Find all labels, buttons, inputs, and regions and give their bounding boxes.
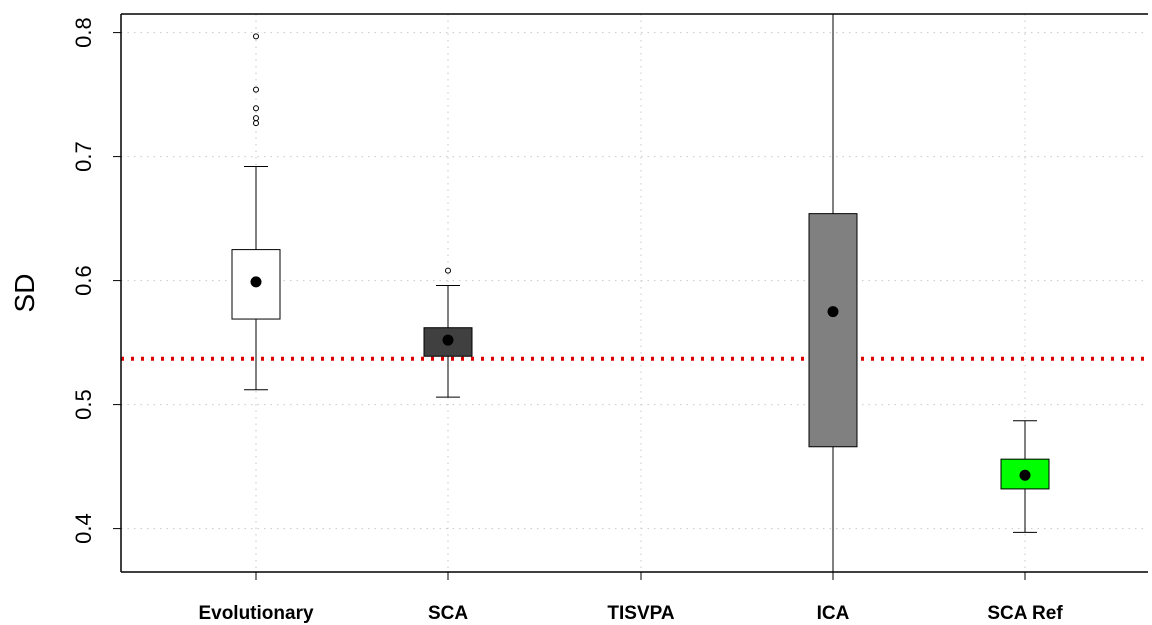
grid-layer <box>121 14 1148 572</box>
axis-layer: 0.4 0.5 0.6 0.7 0.8 Evolutionary SCA TISVPA ICA S… <box>71 13 1148 624</box>
mean-point-sca-ref <box>1019 469 1031 481</box>
x-tick-label-tisvpa: TISVPA <box>607 603 674 624</box>
x-tick-label-evolutionary: Evolutionary <box>198 603 314 624</box>
y-tick-label-2: 0.6 <box>71 265 96 296</box>
outlier-evolutionary-0 <box>253 120 259 127</box>
outlier-sca-0 <box>445 267 451 274</box>
outlier-evolutionary-1 <box>253 115 259 122</box>
x-tick-label-sca: SCA <box>428 603 468 624</box>
box-layer <box>231 14 1050 572</box>
outlier-evolutionary-3 <box>253 86 259 93</box>
y-tick-label-1: 0.5 <box>71 389 96 420</box>
box-evolutionary <box>231 249 281 320</box>
y-tick-label-0: 0.4 <box>71 513 96 544</box>
outlier-evolutionary-4 <box>253 33 259 40</box>
y-axis-title: SD <box>9 274 40 313</box>
mean-point-evolutionary <box>250 276 262 288</box>
outlier-evolutionary-2 <box>253 105 259 112</box>
mean-point-sca <box>442 334 454 346</box>
y-tick-label-4: 0.8 <box>71 17 96 48</box>
y-tick-label-3: 0.7 <box>71 141 96 172</box>
box-ica <box>808 213 858 448</box>
x-tick-label-ica: ICA <box>817 603 850 624</box>
x-tick-label-sca-ref: SCA Ref <box>987 603 1063 624</box>
mean-point-ica <box>827 306 839 318</box>
